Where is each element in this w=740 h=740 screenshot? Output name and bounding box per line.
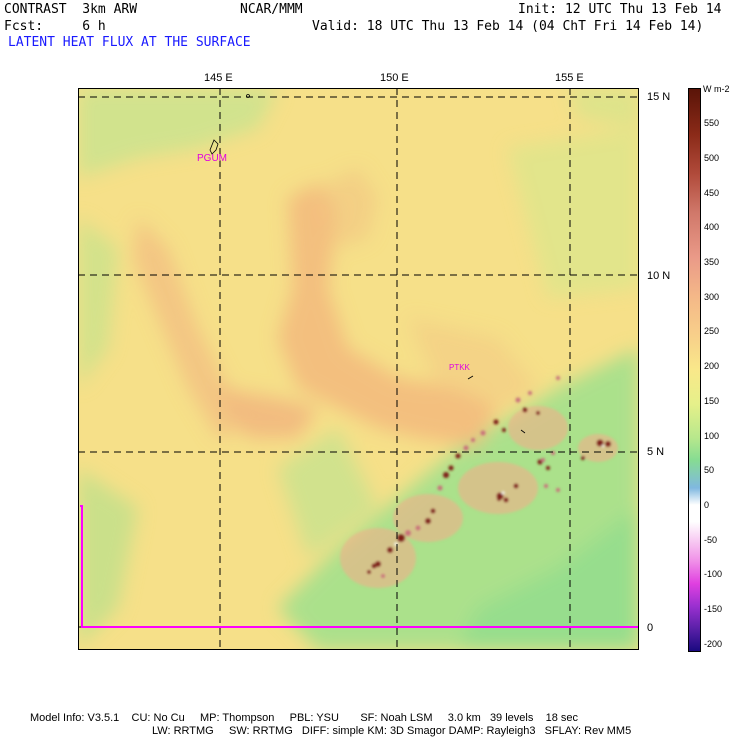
organization-label: NCAR/MMM [240,2,303,17]
domain-boundary [80,505,639,628]
station-label-ptkk: PTKK [449,363,471,372]
colorbar-label: 50 [704,465,715,475]
colorbar-label: 200 [704,361,720,371]
init-time: Init: 12 UTC Thu 13 Feb 14 [518,2,722,17]
forecast-hour: Fcst: 6 h [4,19,106,34]
colorbar-units: W m-2 [703,84,730,94]
colorbar-label: 150 [704,396,720,406]
lat-label-10n: 10 N [647,270,671,282]
lat-label-5n: 5 N [647,446,665,458]
model-info-line2: LW: RRTMG SW: RRTMG DIFF: simple KM: 3D … [152,725,632,737]
colorbar-label: 300 [704,292,720,302]
station-label-pgum: PGUM [197,153,227,164]
colorbar-label: 0 [704,500,710,510]
colorbar-label: 250 [704,326,720,336]
latent-heat-flux-map: PGUM PTKK [78,88,639,650]
colorbar-label: 350 [704,257,720,267]
lon-label-155: 155 E [555,72,584,84]
colorbar-label: -50 [704,535,718,545]
colorbar-label: 500 [704,153,720,163]
model-info-line1: Model Info: V3.5.1 CU: No Cu MP: Thompso… [30,712,578,724]
colorbar [688,88,701,652]
lon-label-150: 150 E [380,72,409,84]
lat-label-15n: 15 N [647,91,671,103]
colorbar-label: -150 [704,604,723,614]
colorbar-label: -200 [704,639,723,649]
lon-label-145: 145 E [204,72,233,84]
colorbar-label: 400 [704,222,720,232]
lat-label-equator: 0 [647,622,654,634]
colorbar-label: 100 [704,431,720,441]
colorbar-label: 550 [704,118,720,128]
convective-cells [340,376,618,588]
colorbar-label: 450 [704,188,720,198]
colorbar-label: -100 [704,569,723,579]
valid-time: Valid: 18 UTC Thu 13 Feb 14 (04 ChT Fri … [312,19,704,34]
field-title: LATENT HEAT FLUX AT THE SURFACE [8,35,251,50]
model-title: CONTRAST 3km ARW [4,2,138,17]
